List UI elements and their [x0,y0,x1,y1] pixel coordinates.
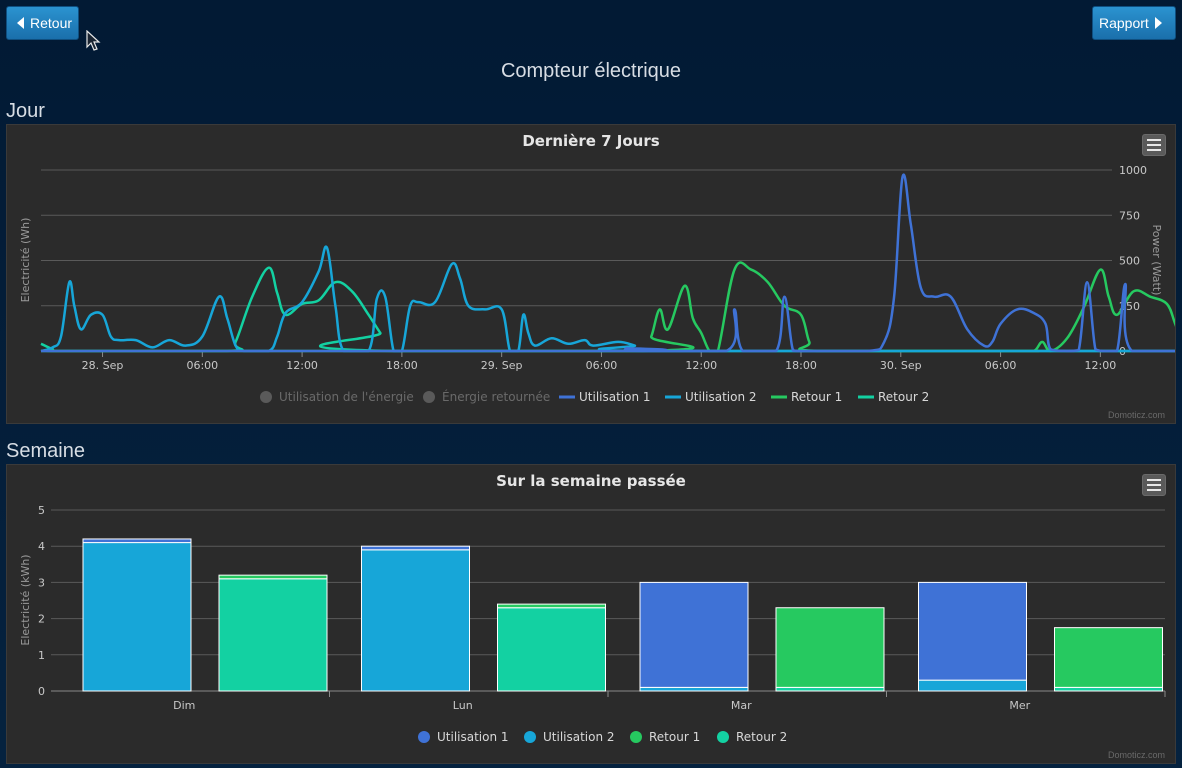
legend-marker-circle [418,731,430,743]
legend-label: Retour 1 [649,730,700,744]
x-tick-label: 18:00 [785,359,817,372]
bar-retour1[interactable] [775,607,885,688]
x-tick-label: 06:00 [186,359,218,372]
bar-utilisation2[interactable] [918,679,1027,692]
x-tick-label: Lun [453,699,473,712]
series-line-retour2 [40,266,1175,353]
x-tick-label: 12:00 [1085,359,1117,372]
legend-label: Retour 2 [878,390,929,404]
day-chart-panel: Dernière 7 Jours 1000 750 500 250 0 28. Sep 06:… [6,124,1176,424]
week-chart-menu-button[interactable] [1142,474,1166,496]
bar-utilisation1[interactable] [639,581,749,688]
legend-label: Utilisation 2 [685,390,757,404]
hamburger-icon [1147,479,1161,481]
x-tick-label: Dim [173,699,195,712]
x-tick-label: Mar [731,699,752,712]
legend-label: Utilisation 2 [543,730,615,744]
legend-label: Utilisation 1 [437,730,509,744]
legend-label: Énergie retournée [442,389,550,404]
hamburger-icon-line [1147,489,1161,491]
hamburger-icon-line [1147,484,1161,486]
x-tick-label: 06:00 [985,359,1017,372]
bar-retour1[interactable] [1054,627,1163,688]
bar-retour2[interactable] [218,578,328,692]
y-axis-label-left: Electricité (Wh) [19,218,32,303]
y-tick-label: 3 [38,576,45,589]
y-axis-label-right: Power (Watt) [1150,225,1163,296]
legend-item[interactable]: Utilisation 2 [665,390,757,404]
page-title: Compteur électrique [500,60,682,82]
y-tick-label: 4 [38,540,45,553]
bar-utilisation1[interactable] [361,545,470,551]
bar-retour1[interactable] [497,603,606,609]
legend-label: Utilisation 1 [579,390,651,404]
legend-item[interactable]: Énergie retournée [423,389,550,404]
x-tick-label: 28. Sep [82,359,124,372]
back-button-label: Retour [30,15,73,31]
legend-marker-circle [260,391,272,403]
hamburger-icon [1147,139,1161,141]
y-axis-label: Electricité (kWh) [19,554,32,645]
series-line-retour1 [41,261,1175,353]
x-tick-label: 12:00 [286,359,318,372]
x-tick-label: Mer [1009,699,1030,712]
legend-item[interactable]: Retour 2 [717,730,787,744]
x-tick-label: 18:00 [386,359,418,372]
bar-utilisation1[interactable] [918,581,1027,681]
y-tick-label: 750 [1119,209,1140,222]
y-tick-label: 1000 [1119,164,1147,177]
x-tick-label: 29. Sep [481,359,523,372]
bar-retour2[interactable] [497,607,606,692]
bar-retour1[interactable] [218,574,328,580]
week-chart-panel: Sur la semaine passée 5 4 3 2 1 0 Electricité (… [6,464,1176,764]
bar-utilisation2[interactable] [361,549,470,692]
hamburger-icon-line [1147,149,1161,151]
hamburger-icon-line [1147,144,1161,146]
bar-utilisation2[interactable] [82,542,192,692]
y-tick-label: 5 [38,504,45,517]
legend-item[interactable]: Utilisation 1 [559,390,651,404]
legend-label: Retour 2 [736,730,787,744]
legend-item[interactable]: Retour 2 [858,390,929,404]
y-tick-label: 1 [38,649,45,662]
mouse-cursor-icon [86,30,101,51]
chevron-right-icon [1154,17,1162,29]
x-tick-label: 12:00 [685,359,717,372]
chart-credit[interactable]: Domoticz.com [1107,410,1165,420]
legend-marker-circle [524,731,536,743]
chart-credit[interactable]: Domoticz.com [1107,750,1165,760]
chart-title: Sur la semaine passée [496,472,686,490]
legend-label: Retour 1 [791,390,842,404]
legend-marker-circle [630,731,642,743]
legend-item[interactable]: Retour 1 [771,390,842,404]
legend-marker-circle [717,731,729,743]
series-line-utilisation2 [40,245,1175,353]
section-label-week: Semaine [6,440,85,462]
legend-label: Utilisation de l'énergie [279,390,414,404]
legend-item[interactable]: Utilisation de l'énergie [260,390,414,404]
report-button[interactable]: Rapport [1092,6,1176,40]
bar-retour2[interactable] [775,686,885,692]
report-button-label: Rapport [1099,15,1149,31]
legend-item[interactable]: Retour 1 [630,730,700,744]
y-tick-label: 500 [1119,255,1140,268]
legend-item[interactable]: Utilisation 1 [418,730,509,744]
back-button[interactable]: Retour [6,6,79,40]
y-tick-label: 2 [38,613,45,626]
x-tick-label: 06:00 [586,359,618,372]
y-tick-label: 0 [38,685,45,698]
section-label-day: Jour [6,100,45,122]
week-chart: Sur la semaine passée 5 4 3 2 1 0 Electricité (… [19,472,1166,744]
legend-item[interactable]: Utilisation 2 [524,730,615,744]
series-line-utilisation1 [41,173,1175,353]
bar-utilisation2[interactable] [639,686,749,692]
legend-marker-circle [423,391,435,403]
chart-title: Dernière 7 Jours [522,132,659,150]
day-chart-menu-button[interactable] [1142,134,1166,156]
chevron-left-icon [17,17,24,29]
bar-utilisation1[interactable] [82,538,192,544]
x-tick-label: 30. Sep [880,359,922,372]
bar-retour2[interactable] [1054,686,1163,692]
